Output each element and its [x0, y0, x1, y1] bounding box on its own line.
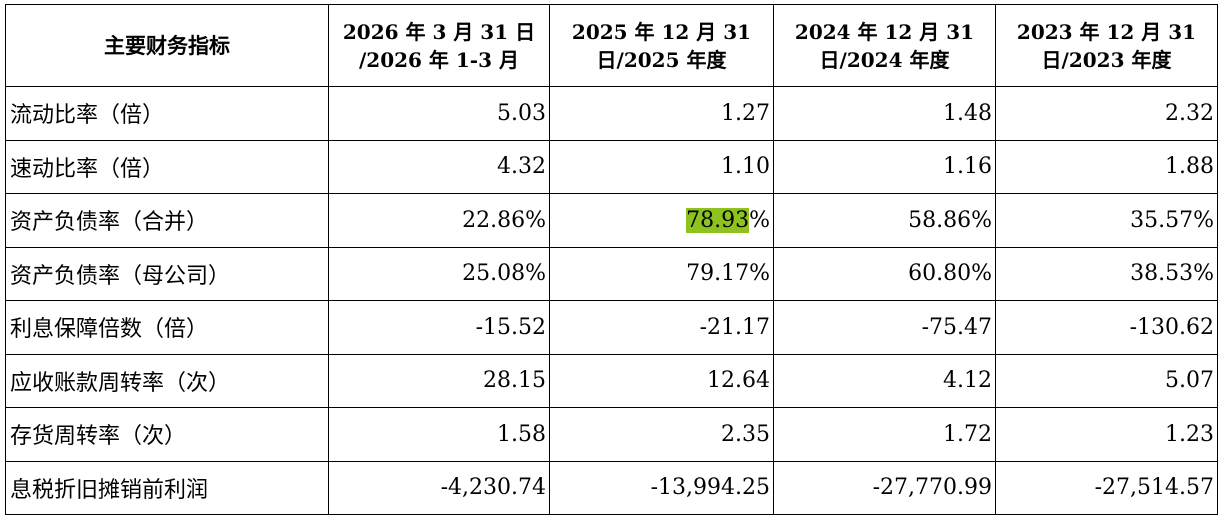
- percent-suffix: %: [749, 207, 770, 233]
- cell-value: 5.03: [328, 86, 550, 141]
- header-col-line1: 2025 年 12 月 31: [571, 19, 752, 44]
- cell-value: 38.53%: [995, 246, 1218, 301]
- cell-value: 4.12: [773, 353, 996, 408]
- header-col-line1: 2024 年 12 月 31: [794, 19, 975, 44]
- cell-value-highlighted: 78.93%: [549, 193, 774, 248]
- cell-value: 1.16: [773, 139, 996, 194]
- header-col-line2: 日/2024 年度: [819, 47, 950, 72]
- table-row: 利息保障倍数（倍） -15.52 -21.17 -75.47 -130.62: [5, 300, 1218, 355]
- cell-value: 2.32: [995, 86, 1218, 141]
- header-col-line2: 日/2023 年度: [1041, 47, 1172, 72]
- cell-value: 1.88: [995, 139, 1218, 194]
- table-row: 流动比率（倍） 5.03 1.27 1.48 2.32: [5, 86, 1218, 141]
- highlighted-value: 78.93: [686, 207, 750, 233]
- header-col-line1: 2023 年 12 月 31: [1016, 19, 1197, 44]
- table-row: 资产负债率（母公司） 25.08% 79.17% 60.80% 38.53%: [5, 246, 1218, 301]
- cell-value: -27,514.57: [995, 460, 1218, 515]
- cell-value: 1.27: [549, 86, 774, 141]
- cell-value: 1.48: [773, 86, 996, 141]
- cell-value: 1.58: [328, 407, 550, 462]
- cell-value: -75.47: [773, 300, 996, 355]
- header-col-2025: 2025 年 12 月 31 日/2025 年度: [549, 4, 774, 87]
- cell-value: 1.10: [549, 139, 774, 194]
- header-col-line2: 日/2025 年度: [596, 47, 727, 72]
- header-col-2026q1: 2026 年 3 月 31 日/2026 年 1-3 月: [328, 4, 550, 87]
- row-label: 应收账款周转率（次）: [5, 353, 329, 408]
- cell-value: -27,770.99: [773, 460, 996, 515]
- cell-value: 22.86%: [328, 193, 550, 248]
- financial-indicators-table: 主要财务指标 2026 年 3 月 31 日/2026 年 1-3 月 2025…: [5, 4, 1218, 515]
- cell-value: -21.17: [549, 300, 774, 355]
- cell-value: 1.72: [773, 407, 996, 462]
- header-col-2024: 2024 年 12 月 31 日/2024 年度: [773, 4, 996, 87]
- cell-value: 60.80%: [773, 246, 996, 301]
- header-row: 主要财务指标 2026 年 3 月 31 日/2026 年 1-3 月 2025…: [5, 4, 1218, 87]
- header-col-2023: 2023 年 12 月 31 日/2023 年度: [995, 4, 1218, 87]
- row-label: 速动比率（倍）: [5, 139, 329, 194]
- table-row: 息税折旧摊销前利润 -4,230.74 -13,994.25 -27,770.9…: [5, 460, 1218, 515]
- cell-value: 12.64: [549, 353, 774, 408]
- row-label: 资产负债率（母公司）: [5, 246, 329, 301]
- cell-value: -4,230.74: [328, 460, 550, 515]
- header-col-line2: /2026 年 1-3 月: [359, 47, 519, 72]
- cell-value: -13,994.25: [549, 460, 774, 515]
- cell-value: 35.57%: [995, 193, 1218, 248]
- row-label: 资产负债率（合并）: [5, 193, 329, 248]
- table-row: 存货周转率（次） 1.58 2.35 1.72 1.23: [5, 407, 1218, 462]
- header-col-line1: 2026 年 3 月 31 日: [342, 19, 536, 44]
- cell-value: 58.86%: [773, 193, 996, 248]
- cell-value: 5.07: [995, 353, 1218, 408]
- cell-value: 28.15: [328, 353, 550, 408]
- cell-value: 2.35: [549, 407, 774, 462]
- header-label: 主要财务指标: [5, 4, 329, 87]
- row-label: 息税折旧摊销前利润: [5, 460, 329, 515]
- cell-value: -15.52: [328, 300, 550, 355]
- row-label: 存货周转率（次）: [5, 407, 329, 462]
- row-label: 利息保障倍数（倍）: [5, 300, 329, 355]
- table-row: 资产负债率（合并） 22.86% 78.93% 58.86% 35.57%: [5, 193, 1218, 248]
- cell-value: -130.62: [995, 300, 1218, 355]
- table-row: 速动比率（倍） 4.32 1.10 1.16 1.88: [5, 139, 1218, 194]
- cell-value: 4.32: [328, 139, 550, 194]
- cell-value: 1.23: [995, 407, 1218, 462]
- cell-value: 25.08%: [328, 246, 550, 301]
- row-label: 流动比率（倍）: [5, 86, 329, 141]
- table-row: 应收账款周转率（次） 28.15 12.64 4.12 5.07: [5, 353, 1218, 408]
- cell-value: 79.17%: [549, 246, 774, 301]
